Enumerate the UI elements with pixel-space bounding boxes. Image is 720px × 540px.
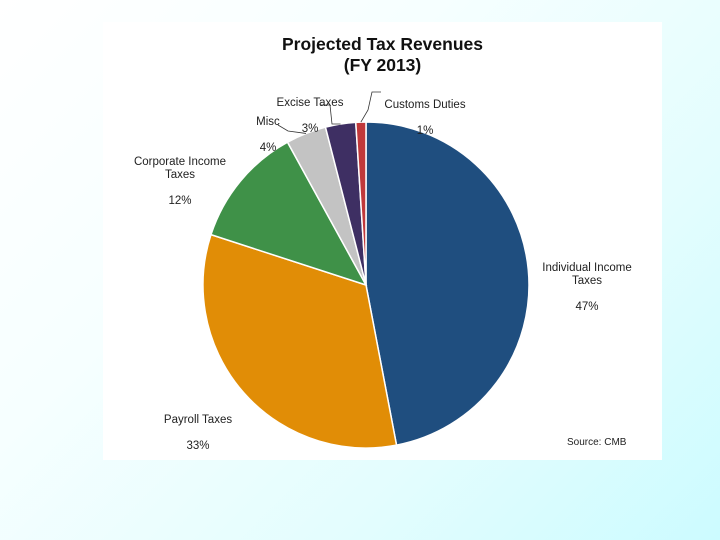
leader-lines (277, 91, 381, 134)
chart-title: Projected Tax Revenues (281, 34, 483, 54)
slice-name: Individual Income Taxes (542, 262, 632, 287)
slice-percent: 33% (186, 440, 210, 452)
slice-percent: 12% (168, 195, 192, 207)
slice-name: Misc (256, 116, 280, 128)
pie-slice-corporate-income-taxes (210, 141, 368, 287)
slice-label-customs-duties: Customs Duties 1% (378, 86, 472, 151)
chart-title-block: Projected Tax Revenues (FY 2013) (103, 34, 662, 76)
slice-percent: 47% (575, 301, 599, 313)
slice-label-individual-income-taxes: Individual Income Taxes 47% (530, 249, 644, 327)
slice-name: Payroll Taxes (163, 414, 233, 426)
slice-label-corporate-income-taxes: Corporate Income Taxes 12% (126, 143, 234, 221)
slice-percent: 3% (301, 123, 319, 135)
slice-label-misc: Misc 4% (248, 103, 288, 168)
slice-name: Customs Duties (384, 99, 466, 111)
slice-label-payroll-taxes: Payroll Taxes 33% (152, 401, 244, 466)
pie-slice-individual-income-taxes (365, 121, 530, 446)
leader-line-misc (277, 124, 307, 134)
pie-slice-payroll-taxes (202, 233, 398, 449)
leader-line-excise-taxes (320, 104, 341, 125)
slice-name: Excise Taxes (276, 97, 344, 109)
slice-percent: 4% (259, 142, 277, 154)
slice-label-excise-taxes: Excise Taxes 3% (265, 84, 355, 149)
slice-percent: 1% (416, 125, 434, 137)
pie-slices (202, 121, 530, 449)
slice-name: Corporate Income Taxes (133, 156, 227, 181)
pie-slice-customs-duties (354, 121, 367, 286)
chart-source: Source: CMB (567, 437, 627, 448)
chart-subtitle: (FY 2013) (343, 55, 422, 75)
leader-line-customs-duties (360, 91, 381, 123)
